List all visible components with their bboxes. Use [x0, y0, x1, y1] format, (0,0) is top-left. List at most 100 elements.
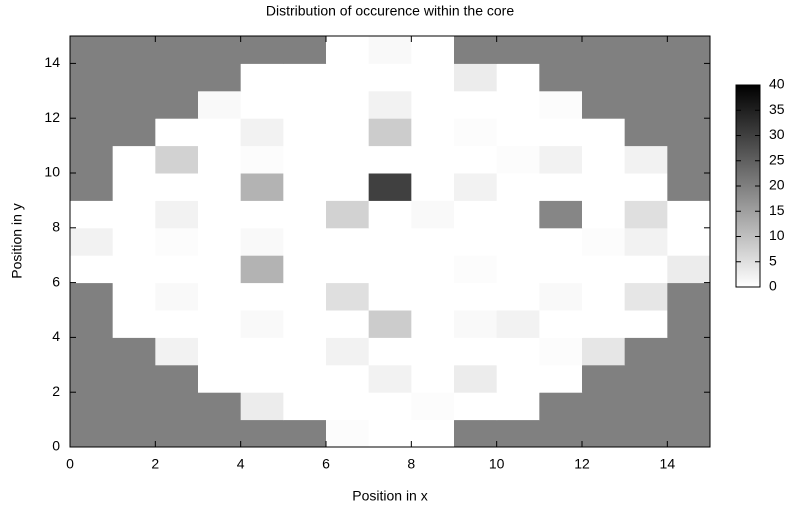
y-tick-label: 0 — [52, 438, 60, 454]
masked-cell — [198, 419, 242, 448]
cell — [70, 227, 114, 256]
masked-cell — [667, 392, 711, 421]
cell — [624, 200, 668, 229]
cell — [368, 227, 412, 256]
masked-cell — [582, 36, 626, 64]
cell — [454, 90, 498, 119]
cell — [454, 282, 498, 311]
cell — [198, 227, 242, 256]
masked-cell — [70, 392, 114, 421]
cell — [496, 90, 540, 119]
cell — [155, 255, 199, 284]
cell — [454, 392, 498, 421]
x-tick-label: 0 — [66, 456, 74, 472]
cell — [240, 118, 284, 147]
cell — [326, 227, 370, 256]
colorbar-tick-label: 20 — [769, 177, 785, 193]
masked-cell — [667, 310, 711, 338]
cell — [112, 282, 156, 311]
x-axis-label: Position in x — [352, 488, 427, 504]
cell — [240, 173, 284, 201]
masked-cell — [667, 364, 711, 393]
masked-cell — [582, 392, 626, 421]
cell — [326, 310, 370, 338]
masked-cell — [539, 392, 583, 421]
y-tick-label: 10 — [44, 164, 60, 180]
masked-cell — [70, 282, 114, 311]
masked-cell — [667, 63, 711, 92]
masked-cell — [454, 419, 498, 448]
cell — [198, 200, 242, 229]
cell — [240, 145, 284, 174]
cell — [198, 118, 242, 147]
cell — [326, 419, 370, 448]
chart-title: Distribution of occurence within the cor… — [266, 3, 514, 19]
cell — [411, 90, 455, 119]
cell — [667, 200, 711, 229]
masked-cell — [70, 90, 114, 119]
cell — [582, 255, 626, 284]
cell — [539, 200, 583, 229]
cell — [411, 227, 455, 256]
y-tick-label: 4 — [52, 328, 60, 344]
masked-cell — [667, 90, 711, 119]
cell — [368, 118, 412, 147]
masked-cell — [155, 90, 199, 119]
cell — [198, 255, 242, 284]
cell — [411, 419, 455, 448]
colorbar-tick-label: 0 — [769, 278, 777, 294]
cell — [326, 392, 370, 421]
cell — [155, 310, 199, 338]
masked-cell — [70, 419, 114, 448]
cell — [667, 255, 711, 284]
masked-cell — [112, 63, 156, 92]
cell — [326, 36, 370, 64]
x-tick-label: 12 — [574, 456, 590, 472]
cell — [667, 227, 711, 256]
masked-cell — [70, 63, 114, 92]
masked-cell — [624, 90, 668, 119]
colorbar-tick-label: 25 — [769, 151, 785, 167]
cell — [411, 63, 455, 92]
cell — [326, 200, 370, 229]
masked-cell — [155, 364, 199, 393]
cell — [368, 364, 412, 393]
cell — [624, 173, 668, 201]
cell — [539, 173, 583, 201]
masked-cell — [70, 364, 114, 393]
cell — [411, 118, 455, 147]
cell — [454, 227, 498, 256]
cell — [496, 310, 540, 338]
masked-cell — [112, 392, 156, 421]
cell — [368, 200, 412, 229]
cell — [198, 173, 242, 201]
cell — [155, 227, 199, 256]
cell — [283, 200, 327, 229]
cell — [496, 63, 540, 92]
x-tick-label: 14 — [660, 456, 676, 472]
masked-cell — [112, 419, 156, 448]
masked-cell — [624, 63, 668, 92]
masked-cell — [112, 364, 156, 393]
cell — [496, 392, 540, 421]
cell — [496, 227, 540, 256]
colorbar-tick-label: 10 — [769, 227, 785, 243]
cell — [283, 63, 327, 92]
cell — [198, 364, 242, 393]
x-tick-label: 10 — [489, 456, 505, 472]
masked-cell — [496, 36, 540, 64]
masked-cell — [667, 337, 711, 366]
cell — [326, 63, 370, 92]
cell — [112, 227, 156, 256]
masked-cell — [496, 419, 540, 448]
cell — [411, 255, 455, 284]
masked-cell — [70, 36, 114, 64]
cell — [411, 392, 455, 421]
masked-cell — [667, 282, 711, 311]
cell — [624, 282, 668, 311]
cell — [198, 90, 242, 119]
cell — [624, 255, 668, 284]
cell — [240, 255, 284, 284]
cell — [539, 118, 583, 147]
